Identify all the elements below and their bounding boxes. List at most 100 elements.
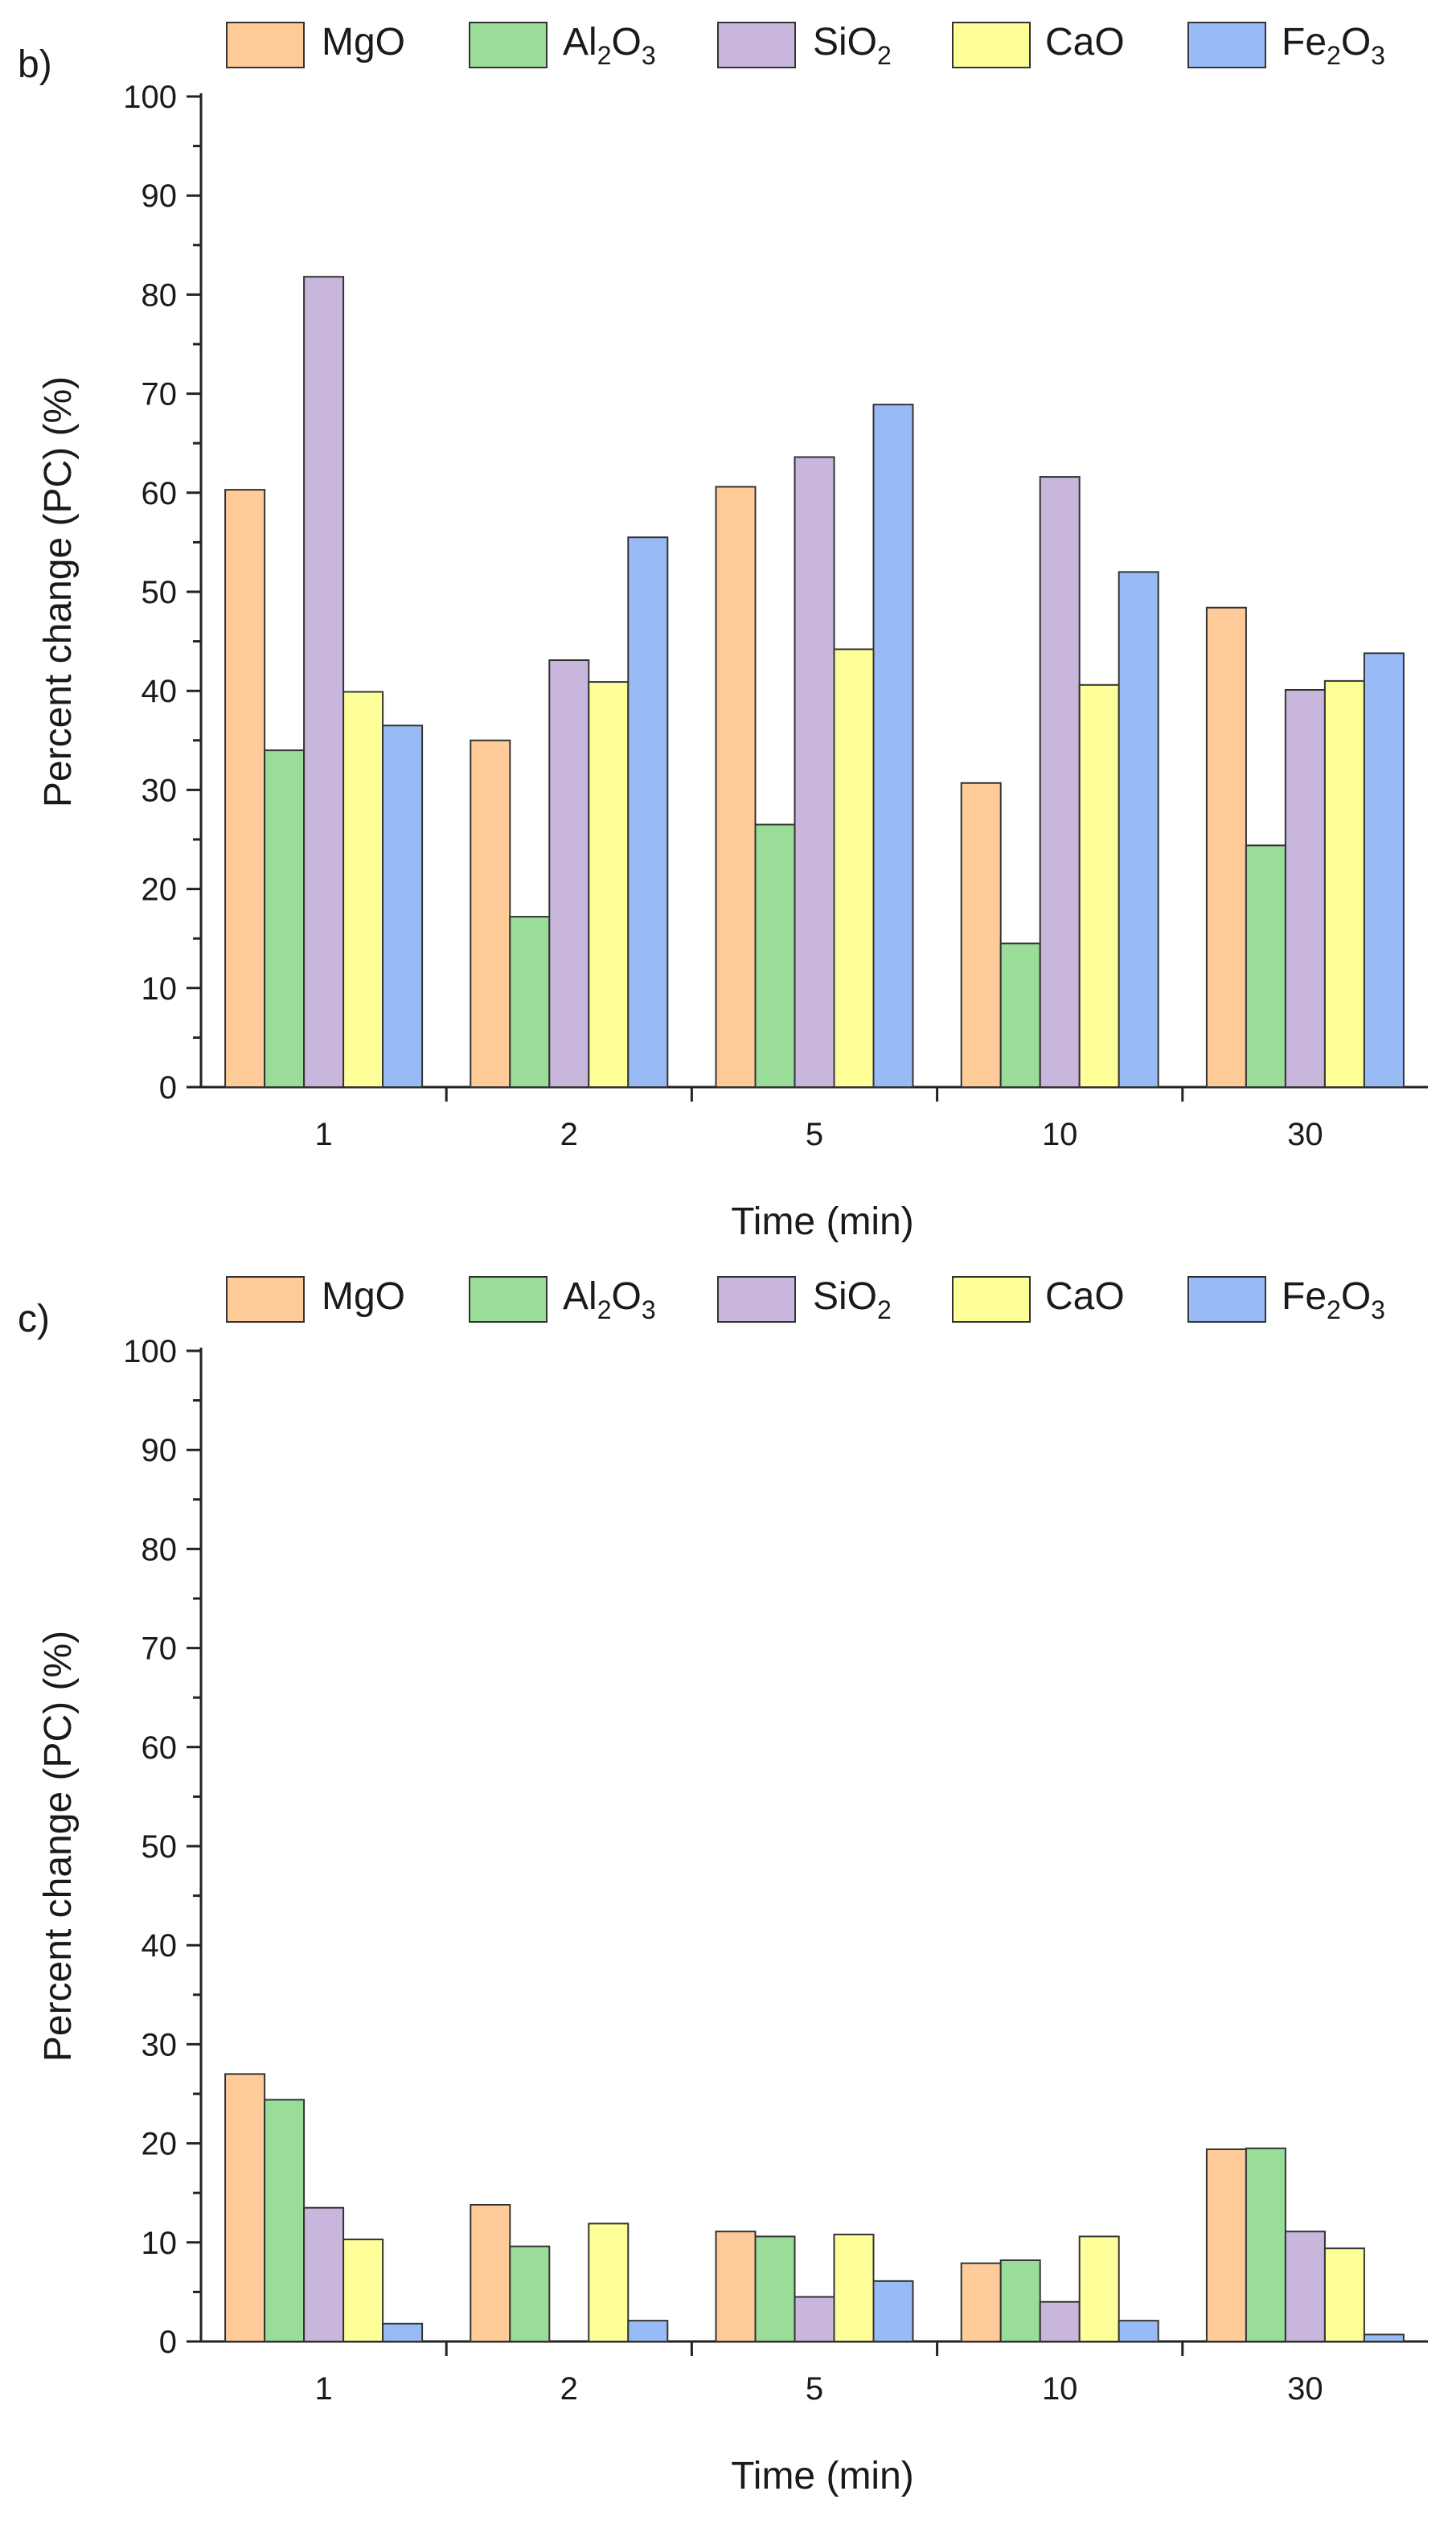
bar-mgo-t30 — [1205, 606, 1247, 1088]
y-axis-title: Percent change (PC) (%) — [37, 376, 80, 807]
y-tick-label: 30 — [141, 2027, 178, 2062]
bar-cao-t1 — [342, 2239, 384, 2343]
y-tick-label: 90 — [141, 179, 178, 214]
legend-label-sio2: SiO2 — [813, 21, 892, 70]
legend-label-sio2: SiO2 — [813, 1275, 892, 1324]
x-axis-title: Time (min) — [731, 1200, 914, 1243]
legend-swatch-al2o3 — [469, 22, 548, 68]
y-axis-title: Percent change (PC) (%) — [37, 1631, 80, 2062]
legend-swatch-cao — [952, 1276, 1031, 1323]
bar-fe2o3-t5 — [872, 2280, 914, 2342]
bar-fe2o3-t30 — [1363, 652, 1405, 1088]
bar-cao-t5 — [833, 2233, 875, 2343]
legend-swatch-sio2 — [717, 22, 796, 68]
legend-label-fe2o3: Fe2O3 — [1282, 21, 1385, 70]
y-tick-label: 50 — [141, 575, 178, 610]
y-tick-label: 70 — [141, 1631, 178, 1667]
legend-label-cao: CaO — [1045, 1275, 1125, 1318]
bar-fe2o3-t1 — [382, 2322, 424, 2342]
bar-cao-t1 — [342, 691, 384, 1088]
bar-fe2o3-t30 — [1363, 2333, 1405, 2342]
y-tick-label: 20 — [141, 872, 178, 908]
y-tick-label: 50 — [141, 1829, 178, 1865]
legend-label-al2o3: Al2O3 — [563, 1275, 656, 1324]
bar-mgo-t10 — [960, 2262, 1002, 2343]
chart-panel-1: c) MgO Al2O3 SiO2 CaO Fe2O3 0 10 20 30 40 50 60 70 80 9… — [18, 1275, 1428, 2497]
bar-sio2-t2 — [548, 659, 590, 1088]
bar-mgo-t5 — [715, 486, 757, 1088]
bar-sio2-t5 — [794, 456, 835, 1088]
legend-label-cao: CaO — [1045, 21, 1125, 64]
panel-label: c) — [18, 1298, 50, 1340]
panel-label: b) — [18, 43, 52, 86]
bar-al2o3-t10 — [999, 2259, 1041, 2343]
x-tick-label: 30 — [1287, 2371, 1323, 2407]
bar-cao-t2 — [588, 681, 630, 1088]
bar-al2o3-t1 — [264, 2099, 306, 2343]
bar-al2o3-t10 — [999, 942, 1041, 1088]
y-tick-label: 0 — [159, 2325, 177, 2360]
bar-cao-t30 — [1323, 2247, 1365, 2342]
bar-mgo-t1 — [224, 489, 266, 1088]
legend-label-mgo: MgO — [322, 21, 405, 64]
y-tick-label: 80 — [141, 1532, 178, 1567]
bar-cao-t5 — [833, 648, 875, 1088]
y-tick-label: 20 — [141, 2127, 178, 2162]
bar-al2o3-t30 — [1245, 2147, 1286, 2343]
y-tick-label: 30 — [141, 773, 178, 808]
legend-swatch-mgo — [226, 22, 305, 68]
legend-label-fe2o3: Fe2O3 — [1282, 1275, 1385, 1324]
chart-panel-0: b) MgO Al2O3 SiO2 CaO Fe2O3 0 10 20 30 40 50 60 70 80 9… — [18, 21, 1428, 1243]
bar-fe2o3-t10 — [1118, 571, 1159, 1088]
x-tick-label: 1 — [314, 2371, 332, 2407]
bar-mgo-t10 — [960, 782, 1002, 1088]
x-tick-label: 5 — [806, 1117, 823, 1152]
bar-fe2o3-t1 — [382, 724, 424, 1088]
bar-al2o3-t1 — [264, 749, 306, 1088]
bar-al2o3-t2 — [509, 916, 551, 1088]
x-tick-label: 1 — [314, 1117, 332, 1152]
bar-cao-t2 — [588, 2222, 630, 2343]
bar-cao-t30 — [1323, 679, 1365, 1088]
x-axis-title: Time (min) — [731, 2455, 914, 2497]
x-tick-label: 10 — [1042, 1117, 1078, 1152]
y-tick-label: 70 — [141, 377, 178, 412]
legend-swatch-fe2o3 — [1187, 1276, 1266, 1323]
bar-sio2-t1 — [303, 276, 345, 1088]
bar-mgo-t2 — [470, 2203, 511, 2342]
bar-fe2o3-t10 — [1118, 2320, 1159, 2342]
x-tick-label: 2 — [560, 1117, 578, 1152]
y-tick-label: 80 — [141, 277, 178, 313]
bar-mgo-t30 — [1205, 2148, 1247, 2342]
y-tick-label: 100 — [123, 1334, 177, 1369]
x-tick-label: 30 — [1287, 1117, 1323, 1152]
x-tick-label: 2 — [560, 2371, 578, 2407]
y-tick-label: 40 — [141, 674, 178, 709]
legend-label-mgo: MgO — [322, 1275, 405, 1318]
bar-sio2-t30 — [1284, 2231, 1326, 2343]
legend-swatch-al2o3 — [469, 1276, 548, 1323]
bar-sio2-t5 — [794, 2296, 835, 2343]
bar-mgo-t1 — [224, 2073, 266, 2343]
bar-cao-t10 — [1078, 683, 1120, 1088]
bar-mgo-t2 — [470, 739, 511, 1088]
bar-al2o3-t5 — [754, 823, 796, 1089]
bar-sio2-t30 — [1284, 688, 1326, 1089]
legend-swatch-sio2 — [717, 1276, 796, 1323]
bar-fe2o3-t2 — [627, 536, 669, 1088]
y-tick-label: 60 — [141, 476, 178, 511]
y-tick-label: 0 — [159, 1070, 177, 1106]
y-tick-label: 40 — [141, 1928, 178, 1964]
bar-al2o3-t2 — [509, 2245, 551, 2343]
bar-sio2-t1 — [303, 2206, 345, 2342]
x-tick-label: 5 — [806, 2371, 823, 2407]
bar-fe2o3-t5 — [872, 404, 914, 1089]
legend-swatch-cao — [952, 22, 1031, 68]
legend-label-al2o3: Al2O3 — [563, 21, 656, 70]
x-tick-label: 10 — [1042, 2371, 1078, 2407]
legend-swatch-mgo — [226, 1276, 305, 1323]
bar-sio2-t10 — [1039, 476, 1081, 1088]
y-tick-label: 60 — [141, 1730, 178, 1766]
bar-al2o3-t5 — [754, 2235, 796, 2342]
